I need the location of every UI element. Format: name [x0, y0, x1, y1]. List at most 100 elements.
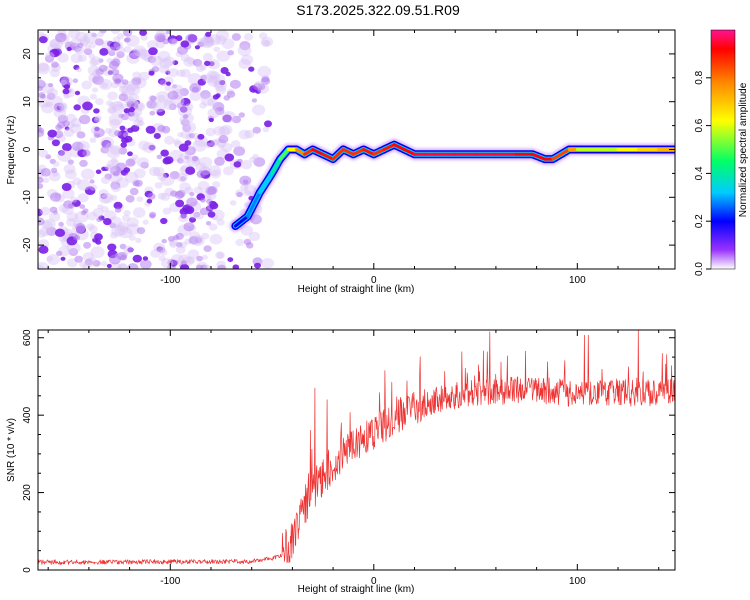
- noise-blob: [100, 82, 109, 89]
- noise-blob: [118, 262, 127, 269]
- noise-blob: [38, 63, 51, 75]
- noise-blob: [216, 218, 225, 226]
- noise-blob: [123, 245, 134, 254]
- noise-blob: [222, 114, 232, 123]
- noise-blob: [148, 47, 158, 56]
- noise-blob: [184, 155, 190, 160]
- noise-blob: [253, 157, 266, 167]
- ridge-segment: [362, 148, 376, 156]
- noise-blob: [133, 101, 146, 112]
- noise-blob: [115, 46, 126, 55]
- noise-blob: [200, 36, 215, 49]
- noise-blob: [210, 139, 219, 147]
- noise-blob: [92, 75, 104, 85]
- noise-blob: [100, 136, 115, 149]
- noise-blob: [111, 68, 120, 76]
- noise-blob: [66, 46, 72, 52]
- noise-blob: [260, 36, 274, 47]
- noise-blob: [236, 191, 243, 198]
- noise-blob: [98, 189, 109, 198]
- noise-blob: [94, 115, 102, 121]
- noise-blob: [121, 214, 131, 222]
- noise-blob: [126, 98, 139, 109]
- noise-blob: [126, 83, 141, 96]
- y-tick-label: -10: [22, 190, 33, 205]
- noise-blob: [158, 64, 170, 74]
- noise-blob: [110, 181, 121, 190]
- noise-blob: [101, 206, 109, 213]
- noise-blob: [191, 132, 200, 140]
- noise-blob: [38, 126, 42, 132]
- noise-blob: [199, 102, 207, 109]
- noise-blob: [180, 118, 190, 127]
- noise-blob: [86, 223, 95, 231]
- ridge-segment: [382, 143, 396, 151]
- noise-blob: [160, 217, 168, 225]
- noise-blob: [118, 93, 129, 102]
- noise-blob: [107, 163, 118, 172]
- noise-blob: [175, 35, 183, 42]
- noise-blob: [147, 193, 156, 200]
- noise-blob: [185, 166, 196, 175]
- noise-blob: [206, 140, 215, 148]
- noise-blob: [193, 211, 201, 218]
- noise-blob: [221, 38, 235, 49]
- noise-blob: [98, 79, 113, 91]
- noise-blob: [64, 169, 77, 180]
- noise-blob: [86, 257, 98, 267]
- signal-ridge: [229, 138, 675, 232]
- noise-blob: [84, 44, 91, 50]
- noise-blob: [45, 226, 57, 236]
- noise-blob: [113, 201, 123, 210]
- noise-blob: [216, 264, 227, 269]
- noise-blob: [182, 114, 189, 119]
- noise-blob: [71, 141, 84, 152]
- noise-blob: [92, 69, 102, 78]
- noise-blob: [132, 207, 146, 218]
- noise-blob: [106, 100, 113, 107]
- noise-blob: [177, 132, 184, 138]
- noise-blob: [162, 207, 172, 215]
- noise-blob: [100, 193, 108, 199]
- noise-blob: [88, 225, 98, 233]
- noise-blob: [212, 94, 219, 100]
- noise-blob: [38, 245, 49, 254]
- noise-blob: [108, 113, 123, 126]
- ridge-segment: [559, 148, 571, 156]
- y-tick-label: 0: [22, 146, 33, 152]
- noise-blob: [140, 161, 149, 169]
- noise-blob: [244, 129, 255, 139]
- noise-blob: [74, 90, 81, 96]
- noise-blob: [200, 90, 211, 99]
- noise-blob: [90, 125, 102, 135]
- noise-blob: [146, 100, 157, 109]
- noise-blob: [48, 171, 61, 182]
- noise-blob: [158, 246, 166, 254]
- noise-blob: [77, 54, 87, 62]
- noise-blob: [205, 142, 212, 148]
- noise-blob: [176, 69, 186, 77]
- noise-blob: [252, 126, 261, 134]
- noise-blob: [186, 197, 198, 207]
- noise-blob: [161, 238, 167, 244]
- noise-blob: [208, 223, 218, 231]
- noise-blob: [213, 46, 221, 53]
- noise-blob: [132, 154, 139, 160]
- noise-blob: [182, 121, 191, 129]
- noise-blob: [126, 52, 140, 64]
- noise-blob: [186, 256, 196, 264]
- noise-blob: [38, 217, 45, 226]
- noise-blob: [95, 239, 102, 245]
- noise-blob: [229, 79, 241, 89]
- noise-blob: [184, 206, 195, 215]
- noise-blob: [79, 143, 86, 149]
- noise-blob: [107, 91, 118, 101]
- noise-blob: [147, 56, 157, 63]
- noise-blob: [153, 242, 165, 253]
- noise-blob: [46, 92, 56, 100]
- noise-blob: [220, 124, 233, 135]
- noise-blob: [119, 125, 126, 131]
- noise-blob: [72, 199, 81, 207]
- noise-blob: [66, 218, 77, 227]
